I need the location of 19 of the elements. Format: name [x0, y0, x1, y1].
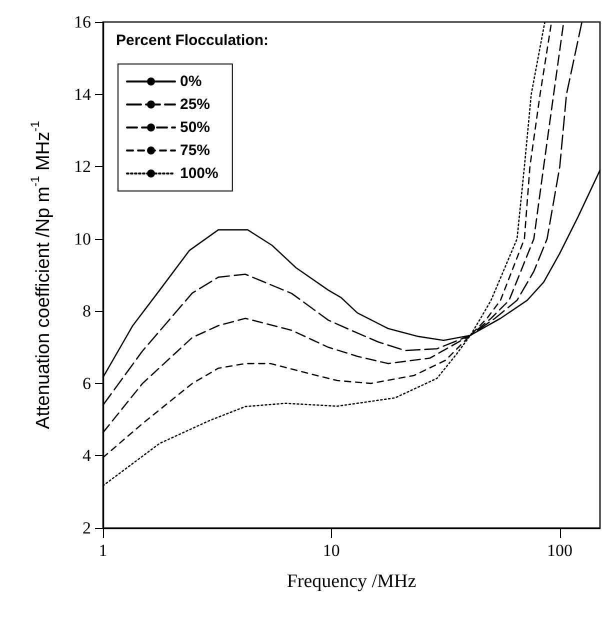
x-axis-title: Frequency /MHz	[286, 571, 416, 592]
y-axis-title: Attenuation coefficient /Np m-1 MHz-1	[28, 120, 54, 430]
y-tick-label: 14	[74, 84, 92, 104]
legend-label: 75%	[180, 142, 210, 159]
y-tick-label: 6	[82, 374, 91, 393]
legend-label: 50%	[180, 119, 210, 136]
y-tick-label: 8	[82, 302, 91, 321]
y-tick-label: 4	[82, 446, 92, 466]
x-tick-label: 100	[547, 541, 573, 560]
y-tick-label: 16	[74, 12, 91, 32]
y-tick-label: 2	[82, 518, 91, 538]
y-tick-label: 12	[74, 157, 91, 176]
legend-title: Percent Flocculation:	[116, 32, 269, 49]
legend-label: 100%	[180, 165, 218, 182]
x-tick-label: 10	[322, 541, 340, 560]
legend-label: 25%	[180, 96, 210, 113]
x-tick-label: 1	[98, 541, 108, 560]
legend-label: 0%	[180, 73, 202, 90]
y-tick-label: 10	[74, 229, 91, 248]
